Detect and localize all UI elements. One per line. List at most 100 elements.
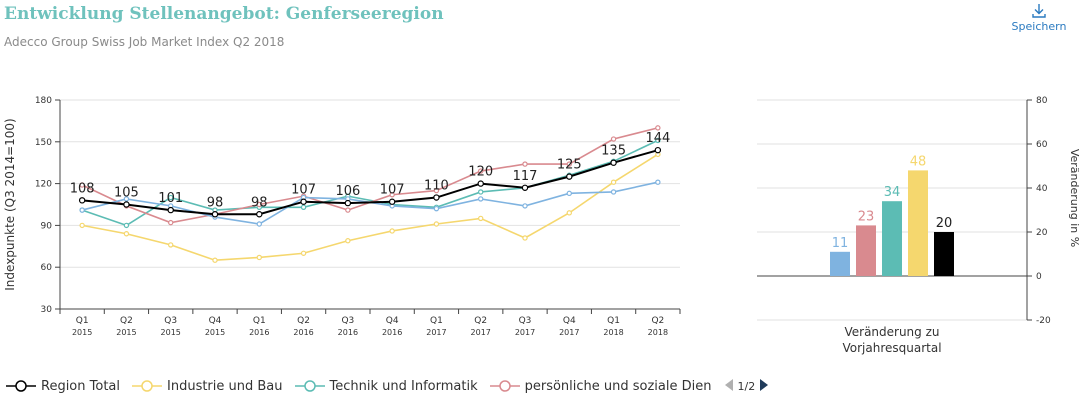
x-axis-label: Vorjahresquartal <box>842 341 941 355</box>
data-point <box>256 254 262 261</box>
data-label: 135 <box>601 144 626 159</box>
triangle-right-icon[interactable] <box>759 378 769 395</box>
data-label: 101 <box>158 191 183 206</box>
data-point <box>655 137 661 144</box>
data-point <box>566 210 572 216</box>
data-point <box>610 136 617 142</box>
data-point <box>212 257 218 263</box>
data-label: 107 <box>291 183 316 198</box>
data-point <box>566 173 573 180</box>
data-point <box>478 189 484 195</box>
data-point <box>256 201 262 208</box>
x-tick-label: 2016 <box>293 328 313 337</box>
x-tick-label: 2018 <box>648 328 668 337</box>
bar-value-label: 23 <box>858 209 875 224</box>
x-tick-label: 2018 <box>603 328 623 337</box>
data-label: 107 <box>380 183 405 198</box>
y-tick-label: -20 <box>1036 316 1051 326</box>
data-point <box>521 184 529 191</box>
series-line-technik-und-informatik <box>81 139 659 227</box>
y-tick-label: 150 <box>35 138 52 148</box>
data-point <box>123 231 130 237</box>
x-tick-label: Q3 <box>164 316 177 326</box>
bar <box>934 232 954 276</box>
bar-value-label: 11 <box>832 236 849 251</box>
data-point <box>256 221 262 227</box>
data-point <box>610 159 617 166</box>
x-tick-label: Q2 <box>651 316 664 326</box>
x-tick-label: Q4 <box>209 316 222 326</box>
legend-item-region-total[interactable]: Region Total <box>6 379 120 394</box>
x-tick-label: 2015 <box>161 328 181 337</box>
data-point <box>79 222 85 229</box>
y-tick-label: 80 <box>1036 96 1048 106</box>
bar <box>856 225 876 276</box>
legend-label: Industrie und Bau <box>167 378 283 394</box>
data-point <box>123 222 130 229</box>
data-label: 125 <box>557 158 582 173</box>
x-tick-label: Q4 <box>563 316 576 326</box>
data-point <box>256 211 263 218</box>
x-tick-label: 2016 <box>382 328 402 337</box>
y-tick-label: 120 <box>35 180 52 190</box>
y-tick-label: 30 <box>41 305 53 315</box>
data-point <box>522 203 528 209</box>
data-label: 120 <box>468 165 493 180</box>
data-point <box>522 161 528 167</box>
bar-value-label: 48 <box>910 154 927 169</box>
download-button[interactable]: Speichern <box>1004 2 1074 40</box>
data-point <box>345 207 351 213</box>
data-point <box>168 194 174 201</box>
data-point <box>478 196 484 202</box>
data-point <box>522 235 528 241</box>
data-point <box>389 192 395 198</box>
legend-item-technik-und-informatik[interactable]: Technik und Informatik <box>294 379 478 394</box>
data-point <box>433 205 440 212</box>
data-point <box>123 196 130 202</box>
triangle-left-icon[interactable] <box>724 378 734 395</box>
x-tick-label: 2017 <box>426 328 446 337</box>
y-tick-label: 60 <box>41 263 53 273</box>
data-point <box>168 219 174 226</box>
data-label: 105 <box>114 186 139 201</box>
chart-title: Entwicklung Stellenangebot: Genferseereg… <box>4 4 444 24</box>
data-point <box>79 207 85 213</box>
x-tick-label: Q1 <box>253 316 266 326</box>
legend: Region Total Industrie und Bau Technik u… <box>6 376 769 396</box>
data-label: 108 <box>70 181 95 196</box>
legend-page-indicator: 1/2 <box>737 379 756 393</box>
x-tick-label: 2015 <box>72 328 92 337</box>
bar <box>908 170 928 276</box>
data-label: 144 <box>645 131 670 146</box>
data-point <box>123 201 130 208</box>
chart-subtitle: Adecco Group Swiss Job Market Index Q2 2… <box>4 35 285 49</box>
data-label: 106 <box>335 184 360 199</box>
x-tick-label: Q2 <box>120 316 133 326</box>
y-tick-label: 40 <box>1036 184 1048 194</box>
x-tick-label: 2017 <box>515 328 535 337</box>
series-line-industrie-und-bau <box>81 153 659 262</box>
data-point <box>300 250 307 256</box>
data-point <box>433 221 440 227</box>
data-point <box>654 146 662 154</box>
x-tick-label: 2015 <box>205 328 225 337</box>
x-tick-label: 2016 <box>338 328 358 337</box>
data-point <box>389 228 395 234</box>
y-tick-label: 20 <box>1036 228 1048 238</box>
data-point <box>433 187 440 194</box>
bar-value-label: 34 <box>884 185 901 200</box>
data-point <box>655 125 661 131</box>
data-point <box>345 238 351 244</box>
y-axis-label: Indexpunkte (Q3 2014=100) <box>3 118 17 290</box>
y-tick-label: 0 <box>1036 272 1042 282</box>
x-tick-label: Q1 <box>76 316 89 326</box>
x-tick-label: Q1 <box>430 316 443 326</box>
data-label: 110 <box>424 179 449 194</box>
legend-item-persoenliche-dienste[interactable]: persönliche und soziale Dien <box>489 379 712 394</box>
legend-item-industrie-und-bau[interactable]: Industrie und Bau <box>132 379 283 394</box>
bar-value-label: 20 <box>936 216 953 231</box>
data-point <box>477 180 484 187</box>
data-point <box>566 161 572 167</box>
data-point <box>388 198 396 205</box>
x-tick-label: 2015 <box>116 328 136 337</box>
